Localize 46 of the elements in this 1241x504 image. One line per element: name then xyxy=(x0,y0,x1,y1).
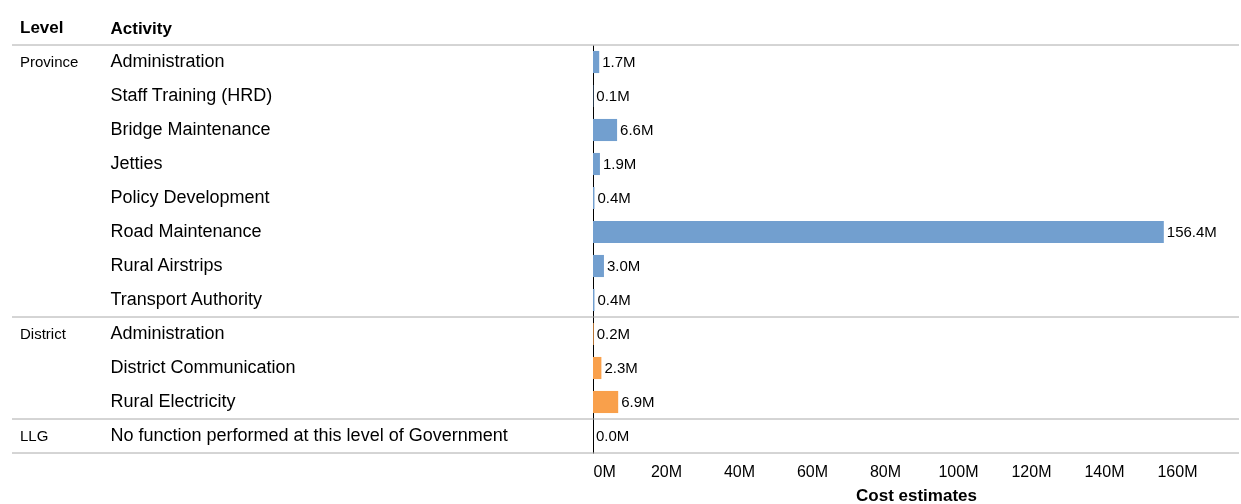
y-tick-label: Staff Training (HRD) xyxy=(110,85,273,105)
y-tick-label: No function performed at this level of Government xyxy=(110,425,508,445)
y-tick-label: Rural Electricity xyxy=(110,391,236,411)
y2-axis-title: Level xyxy=(20,18,64,37)
data-label: 2.3M xyxy=(604,359,638,376)
x-tick-label: 0M xyxy=(593,462,616,480)
data-label: 156.4M xyxy=(1166,223,1217,240)
bar xyxy=(593,254,604,278)
y-tick-label: Transport Authority xyxy=(110,289,262,309)
data-label: 1.9M xyxy=(602,155,637,172)
data-label: 0.0M xyxy=(596,427,630,444)
x-tick-label: 120M xyxy=(1011,462,1052,480)
bar xyxy=(593,50,600,74)
y2-tick-label: District xyxy=(20,325,67,342)
x-tick-label: 60M xyxy=(796,462,829,480)
data-label: 0.2M xyxy=(596,325,631,342)
bar xyxy=(593,390,619,414)
y-tick-label: Rural Airstrips xyxy=(110,255,223,275)
y2-tick-label: Province xyxy=(20,53,79,70)
y-axis-title: Activity xyxy=(110,18,173,38)
y-tick-label: Administration xyxy=(110,323,225,343)
x-tick-label: 160M xyxy=(1157,462,1198,480)
y-tick-label: Bridge Maintenance xyxy=(110,119,271,139)
x-axis-title: Cost estimates xyxy=(856,485,977,504)
bar xyxy=(593,356,602,380)
y-tick-label: Jetties xyxy=(110,153,163,173)
data-label: 3.0M xyxy=(606,257,641,274)
x-tick-label: 80M xyxy=(869,462,902,480)
data-label: 1.7M xyxy=(602,53,636,70)
bar xyxy=(593,152,600,176)
x-tick-label: 100M xyxy=(938,462,979,480)
y-tick-label: District Communication xyxy=(110,357,296,377)
y2-tick-label: LLG xyxy=(20,427,49,444)
data-label: 6.6M xyxy=(620,121,654,138)
data-label: 0.1M xyxy=(596,87,630,104)
bar xyxy=(593,220,1164,244)
y-tick-label: Policy Development xyxy=(110,187,270,207)
y-tick-label: Administration xyxy=(110,51,225,71)
data-label: 0.4M xyxy=(597,291,631,308)
y-tick-label: Road Maintenance xyxy=(110,221,262,241)
bar xyxy=(593,118,618,142)
x-tick-label: 20M xyxy=(650,462,683,480)
x-tick-label: 40M xyxy=(723,462,756,480)
data-label: 6.9M xyxy=(621,393,655,410)
x-tick-label: 140M xyxy=(1084,462,1125,480)
data-label: 0.4M xyxy=(597,189,631,206)
